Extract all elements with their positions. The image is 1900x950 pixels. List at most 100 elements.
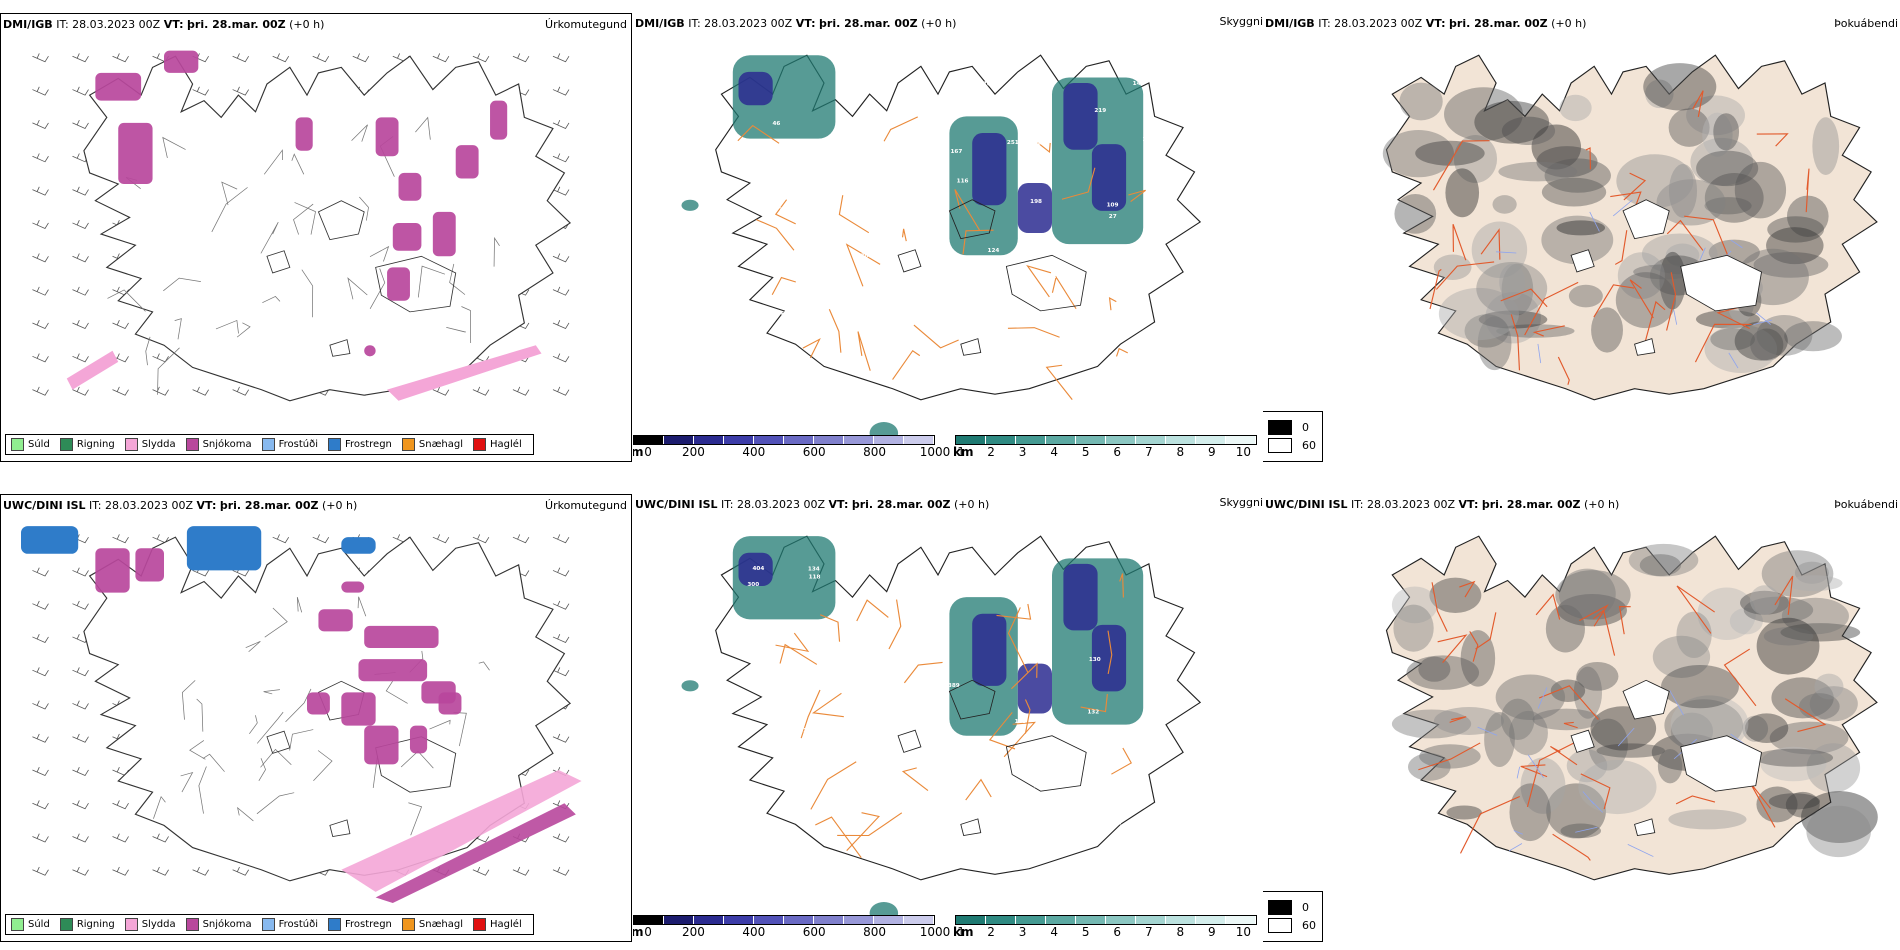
cloud-base-value: 264 (748, 677, 760, 683)
legend-swatch (1268, 918, 1292, 933)
fog-blob (1407, 753, 1451, 781)
wind-barb (32, 53, 49, 63)
wind-barb (72, 320, 89, 330)
river (291, 153, 305, 175)
colorbar-tick: 800 (863, 925, 887, 939)
fog-legend: 0 60 (1263, 891, 1323, 942)
fog-blob (1399, 82, 1443, 121)
wind-barb (32, 866, 49, 876)
road (1524, 281, 1579, 336)
colorbar-tick: 200 (681, 925, 705, 939)
wind-barb (72, 53, 89, 63)
wind-barb (32, 667, 49, 677)
visibility-colorbar: km 1 2 3 4 5 6 7 8 9 10 (953, 435, 1257, 459)
colorbar-tick: 800 (863, 445, 887, 459)
iceland-outline (83, 55, 572, 402)
river (1575, 826, 1598, 833)
colorbar-tick: 5 (1081, 925, 1090, 939)
cloud-base-value: 226 (1125, 357, 1137, 363)
roads (1418, 575, 1827, 861)
fog-blob (1499, 263, 1525, 301)
fog-blob (1394, 193, 1437, 234)
fog-blob (1668, 108, 1710, 147)
road (1520, 764, 1548, 778)
river (417, 265, 446, 298)
panel-right-title: Þokuábendi (1834, 17, 1898, 30)
road (1500, 288, 1548, 308)
colorbar-ticks: 0 200 400 600 800 1000 (633, 445, 950, 459)
fog-blob (1591, 307, 1623, 353)
cloud-base-value: 107 (1037, 134, 1049, 140)
wind-barb (32, 286, 49, 296)
wind-barb (552, 600, 570, 610)
road (1535, 593, 1561, 620)
snow-area (341, 692, 376, 726)
cloud-base-value: 219 (1094, 108, 1106, 114)
wind-barb (32, 600, 49, 610)
road (1676, 585, 1715, 634)
colorbar-bin (694, 916, 724, 924)
road (1480, 228, 1501, 260)
legend-swatch (11, 438, 24, 451)
cloud-base-value: 135 (1037, 141, 1049, 147)
colorbar-bin (1196, 436, 1226, 444)
fog-blob (1501, 263, 1534, 316)
colorbar-tick: 1 (957, 445, 965, 459)
road (1429, 268, 1442, 310)
wind-barb (472, 53, 490, 63)
river (1516, 766, 1521, 779)
road (1538, 685, 1599, 720)
fog-blob (1460, 630, 1496, 687)
colorbar-bin (1196, 916, 1226, 924)
road (846, 812, 880, 852)
wind-barb (552, 667, 570, 677)
fog-blob (1588, 718, 1629, 771)
precip-panel-1: DMI/IGB IT: 28.03.2023 00Z VT: þri. 28.m… (0, 13, 632, 462)
fog-map-2 (1385, 535, 1878, 881)
river (153, 795, 166, 819)
river (180, 771, 194, 793)
snow-area (387, 267, 410, 301)
wind-barb (552, 866, 570, 876)
legend-swatch (185, 438, 199, 451)
cloud-base-value: 190 (914, 173, 926, 179)
fog-blob (1769, 721, 1849, 755)
glacier-outline (1005, 735, 1087, 792)
snow-area (455, 145, 479, 179)
road (913, 324, 959, 349)
legend-label: Haglél (490, 439, 522, 450)
fog-blob (1697, 587, 1756, 641)
road (901, 228, 907, 242)
wind-barb (112, 353, 129, 363)
snow-area (409, 725, 428, 754)
legend-item: Slydda (124, 438, 176, 451)
road (1007, 607, 1029, 673)
wind-barb (32, 353, 49, 363)
road (1107, 630, 1113, 675)
cloud-base-value: 961 (795, 728, 807, 734)
legend-swatch (401, 918, 415, 931)
river (385, 680, 408, 704)
road (1007, 327, 1060, 338)
glacier-outline (1680, 254, 1762, 312)
road (857, 331, 871, 371)
road (1579, 604, 1609, 627)
fog-blob (1445, 168, 1480, 218)
fog-blob (1446, 805, 1483, 820)
river (258, 758, 266, 781)
river (198, 766, 207, 814)
colorbar-bin (844, 436, 874, 444)
fog-blob (1780, 623, 1861, 642)
cloud-base-value: 292 (1053, 274, 1065, 280)
freezing-rain-area (186, 526, 262, 571)
roads (775, 573, 1133, 859)
legend-swatch (473, 438, 487, 451)
colorbar-bin (1226, 436, 1256, 444)
snow-area (375, 117, 399, 157)
road (1784, 698, 1827, 733)
fog-blob (1785, 575, 1843, 592)
fog-blob (1754, 748, 1834, 767)
fog-blob (1696, 150, 1759, 187)
fog-blob (1670, 712, 1714, 751)
snow-area (95, 72, 142, 101)
